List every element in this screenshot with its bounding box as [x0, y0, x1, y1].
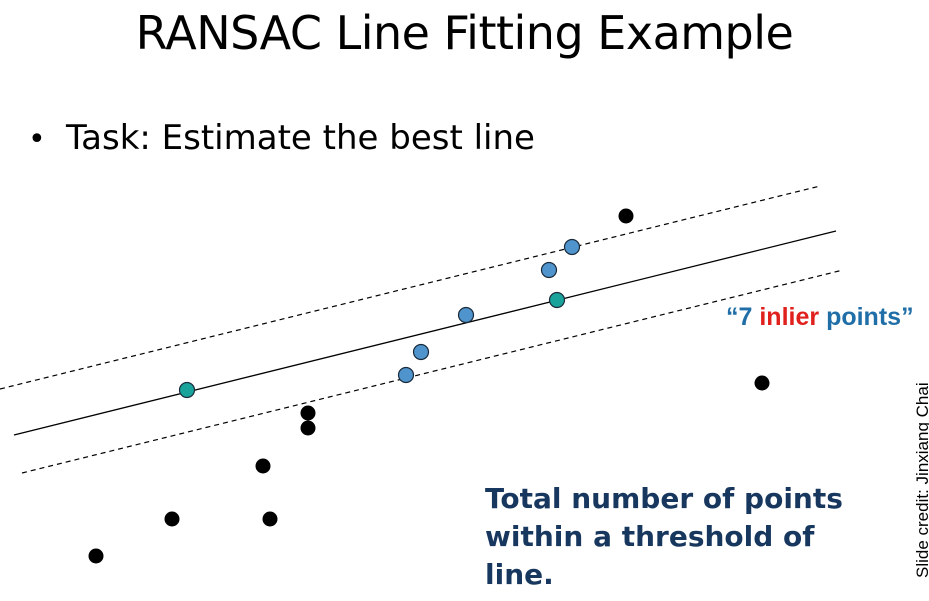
summary-text: Total number of points within a threshol… [485, 482, 843, 591]
outlier-point [255, 458, 271, 474]
lower-threshold-line [21, 269, 844, 474]
inlier-word: inlier [759, 303, 820, 331]
close-quote: ” [901, 303, 914, 331]
bullet-item: • Task: Estimate the best line [28, 118, 535, 158]
inlier-point [397, 366, 415, 384]
fitted-line [13, 230, 837, 436]
outlier-point [88, 548, 104, 564]
outlier-point [618, 208, 634, 224]
outlier-point [754, 375, 770, 391]
inlier-count-label: “7 inlier points” [726, 303, 914, 332]
points-word: points [826, 303, 902, 331]
outlier-point [300, 420, 316, 436]
slide-credit: Slide credit: Jinxiang Chai [913, 382, 929, 578]
inlier-point [457, 306, 475, 324]
open-quote: “ [726, 303, 739, 331]
sample-point [178, 381, 196, 399]
inlier-point [563, 238, 581, 256]
bullet-text: Task: Estimate the best line [66, 118, 535, 158]
outlier-point [300, 405, 316, 421]
sample-point [548, 291, 566, 309]
inlier-point [412, 343, 430, 361]
inlier-point [540, 261, 558, 279]
upper-threshold-line [0, 185, 821, 390]
inlier-count: 7 [738, 303, 753, 331]
slide-title: RANSAC Line Fitting Example [135, 6, 794, 60]
bullet-dot-icon: • [28, 122, 46, 157]
outlier-point [262, 511, 278, 527]
outlier-point [164, 511, 180, 527]
